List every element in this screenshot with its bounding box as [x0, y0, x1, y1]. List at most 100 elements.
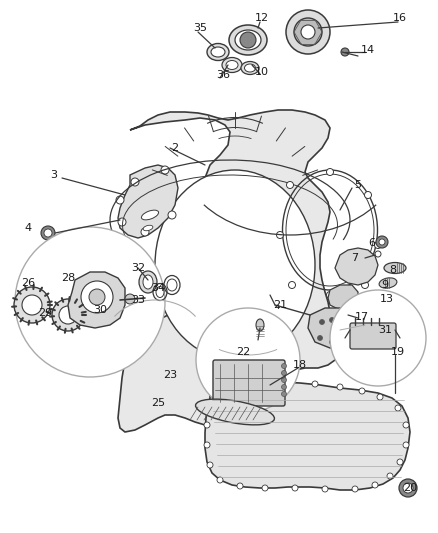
- Circle shape: [343, 340, 347, 344]
- Circle shape: [403, 442, 409, 448]
- Circle shape: [361, 281, 368, 288]
- Circle shape: [282, 370, 286, 376]
- Circle shape: [89, 289, 105, 305]
- Circle shape: [337, 384, 343, 390]
- Ellipse shape: [139, 271, 157, 293]
- Circle shape: [377, 394, 383, 400]
- Polygon shape: [308, 308, 365, 348]
- Circle shape: [52, 299, 84, 331]
- Polygon shape: [205, 382, 410, 490]
- Circle shape: [237, 381, 243, 387]
- Circle shape: [131, 178, 139, 186]
- Circle shape: [59, 306, 77, 324]
- Circle shape: [15, 227, 165, 377]
- Ellipse shape: [226, 61, 238, 69]
- Text: 7: 7: [351, 253, 359, 263]
- Circle shape: [125, 294, 135, 304]
- Circle shape: [395, 405, 401, 411]
- Circle shape: [329, 318, 335, 322]
- Text: 25: 25: [151, 398, 165, 408]
- Ellipse shape: [156, 287, 164, 297]
- Text: 8: 8: [389, 265, 396, 275]
- Circle shape: [282, 384, 286, 390]
- Text: 20: 20: [403, 483, 417, 493]
- Text: 26: 26: [21, 278, 35, 288]
- Circle shape: [359, 388, 365, 394]
- Circle shape: [22, 295, 42, 315]
- Text: 31: 31: [378, 325, 392, 335]
- Text: 19: 19: [391, 347, 405, 357]
- Circle shape: [81, 281, 113, 313]
- Ellipse shape: [167, 279, 177, 291]
- Circle shape: [161, 166, 169, 174]
- Circle shape: [262, 379, 268, 385]
- Circle shape: [204, 442, 210, 448]
- Circle shape: [353, 333, 357, 337]
- Text: 18: 18: [293, 360, 307, 370]
- Text: 30: 30: [93, 305, 107, 315]
- Circle shape: [312, 381, 318, 387]
- Circle shape: [14, 287, 50, 323]
- Circle shape: [282, 377, 286, 383]
- Text: 3: 3: [50, 170, 57, 180]
- Circle shape: [326, 168, 333, 175]
- Text: 9: 9: [381, 280, 389, 290]
- Circle shape: [375, 251, 381, 257]
- Ellipse shape: [241, 61, 259, 75]
- Circle shape: [118, 218, 126, 226]
- Ellipse shape: [143, 225, 153, 231]
- Circle shape: [262, 485, 268, 491]
- Circle shape: [116, 196, 124, 204]
- Text: 22: 22: [236, 347, 250, 357]
- Ellipse shape: [235, 30, 261, 50]
- Circle shape: [376, 236, 388, 248]
- Ellipse shape: [143, 275, 153, 289]
- Polygon shape: [335, 248, 378, 285]
- Text: 13: 13: [380, 294, 394, 304]
- Circle shape: [403, 483, 413, 493]
- Circle shape: [44, 229, 52, 237]
- Text: 34: 34: [151, 283, 165, 293]
- Text: 33: 33: [131, 295, 145, 305]
- Text: 23: 23: [163, 370, 177, 380]
- Circle shape: [339, 318, 345, 322]
- Circle shape: [282, 392, 286, 397]
- Text: 12: 12: [255, 13, 269, 23]
- Circle shape: [330, 290, 426, 386]
- Text: 32: 32: [131, 263, 145, 273]
- Text: 4: 4: [25, 223, 32, 233]
- Circle shape: [282, 364, 286, 368]
- Circle shape: [322, 486, 328, 492]
- Ellipse shape: [384, 262, 406, 273]
- Ellipse shape: [229, 25, 267, 55]
- Circle shape: [387, 473, 393, 479]
- Circle shape: [374, 241, 381, 248]
- Circle shape: [250, 375, 270, 395]
- Polygon shape: [68, 272, 125, 328]
- Text: 35: 35: [193, 23, 207, 33]
- Circle shape: [240, 32, 256, 48]
- Text: 6: 6: [368, 238, 375, 248]
- Circle shape: [326, 292, 333, 298]
- Circle shape: [364, 191, 371, 198]
- Circle shape: [217, 477, 223, 483]
- Polygon shape: [118, 110, 342, 432]
- Text: 29: 29: [38, 308, 52, 318]
- Circle shape: [168, 211, 176, 219]
- Circle shape: [141, 228, 149, 236]
- FancyBboxPatch shape: [213, 360, 285, 406]
- Circle shape: [255, 380, 265, 390]
- Ellipse shape: [155, 170, 315, 360]
- Text: 16: 16: [393, 13, 407, 23]
- Text: 17: 17: [355, 312, 369, 322]
- Circle shape: [403, 422, 409, 428]
- Circle shape: [237, 483, 243, 489]
- Ellipse shape: [244, 64, 255, 72]
- Circle shape: [292, 485, 298, 491]
- Circle shape: [301, 25, 315, 39]
- Ellipse shape: [256, 319, 264, 331]
- Circle shape: [352, 486, 358, 492]
- Text: 14: 14: [361, 45, 375, 55]
- Circle shape: [287, 379, 293, 385]
- Ellipse shape: [195, 399, 275, 425]
